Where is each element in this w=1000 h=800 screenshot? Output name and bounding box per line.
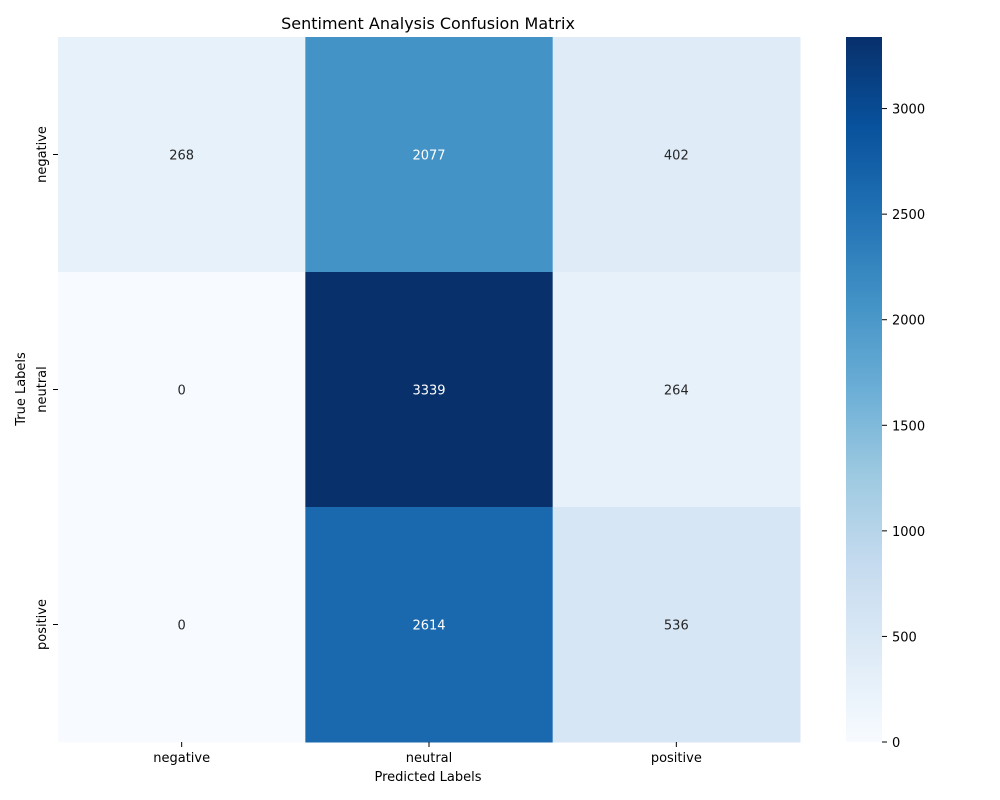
heatmap-cell: [552, 507, 801, 743]
colorbar-tick-label: 1500: [892, 419, 925, 434]
y-tick-label: positive: [35, 599, 50, 650]
heatmap-cell: [58, 272, 306, 508]
heatmap-cell: [305, 272, 554, 508]
colorbar-tick-label: 0: [892, 736, 900, 751]
heatmap-cell: [58, 37, 306, 273]
chart-title: Sentiment Analysis Confusion Matrix: [281, 14, 575, 33]
colorbar-tick-label: 1000: [892, 525, 925, 540]
cell-value-label: 3339: [412, 384, 445, 399]
colorbar-tick-label: 2000: [892, 314, 925, 329]
colorbar-tick-label: 500: [892, 630, 917, 645]
heatmap-cells: [58, 37, 801, 743]
colorbar-gradient: [846, 37, 882, 742]
heatmap-cell: [305, 37, 554, 273]
heatmap-cell: [552, 37, 801, 273]
cell-value-label: 0: [178, 619, 186, 634]
y-tick-label: negative: [35, 126, 50, 183]
cell-value-label: 264: [664, 384, 689, 399]
colorbar-tick-label: 2500: [892, 208, 925, 223]
colorbar-tick-label: 3000: [892, 103, 925, 118]
heatmap-cell: [305, 507, 554, 743]
x-tick-label: neutral: [406, 751, 453, 766]
x-tick-label: positive: [651, 751, 702, 766]
y-axis-label: True Labels: [14, 352, 29, 427]
cell-value-label: 402: [664, 149, 689, 164]
x-axis-label: Predicted Labels: [374, 770, 481, 785]
heatmap-value-labels: 268 2077 402 0 3339 264 0 2614 536: [169, 149, 688, 634]
heatmap-cell: [58, 507, 306, 743]
y-axis: negative neutral positive: [35, 126, 58, 650]
x-tick-label: negative: [153, 751, 210, 766]
heatmap-cell: [552, 272, 801, 508]
x-axis: negative neutral positive: [153, 742, 702, 766]
y-tick-label: neutral: [35, 366, 50, 413]
cell-value-label: 268: [169, 149, 194, 164]
colorbar: 0 500 1000 1500 2000 2500 3000: [846, 37, 925, 751]
cell-value-label: 2077: [412, 149, 445, 164]
cell-value-label: 0: [178, 384, 186, 399]
cell-value-label: 536: [664, 619, 689, 634]
cell-value-label: 2614: [412, 619, 445, 634]
